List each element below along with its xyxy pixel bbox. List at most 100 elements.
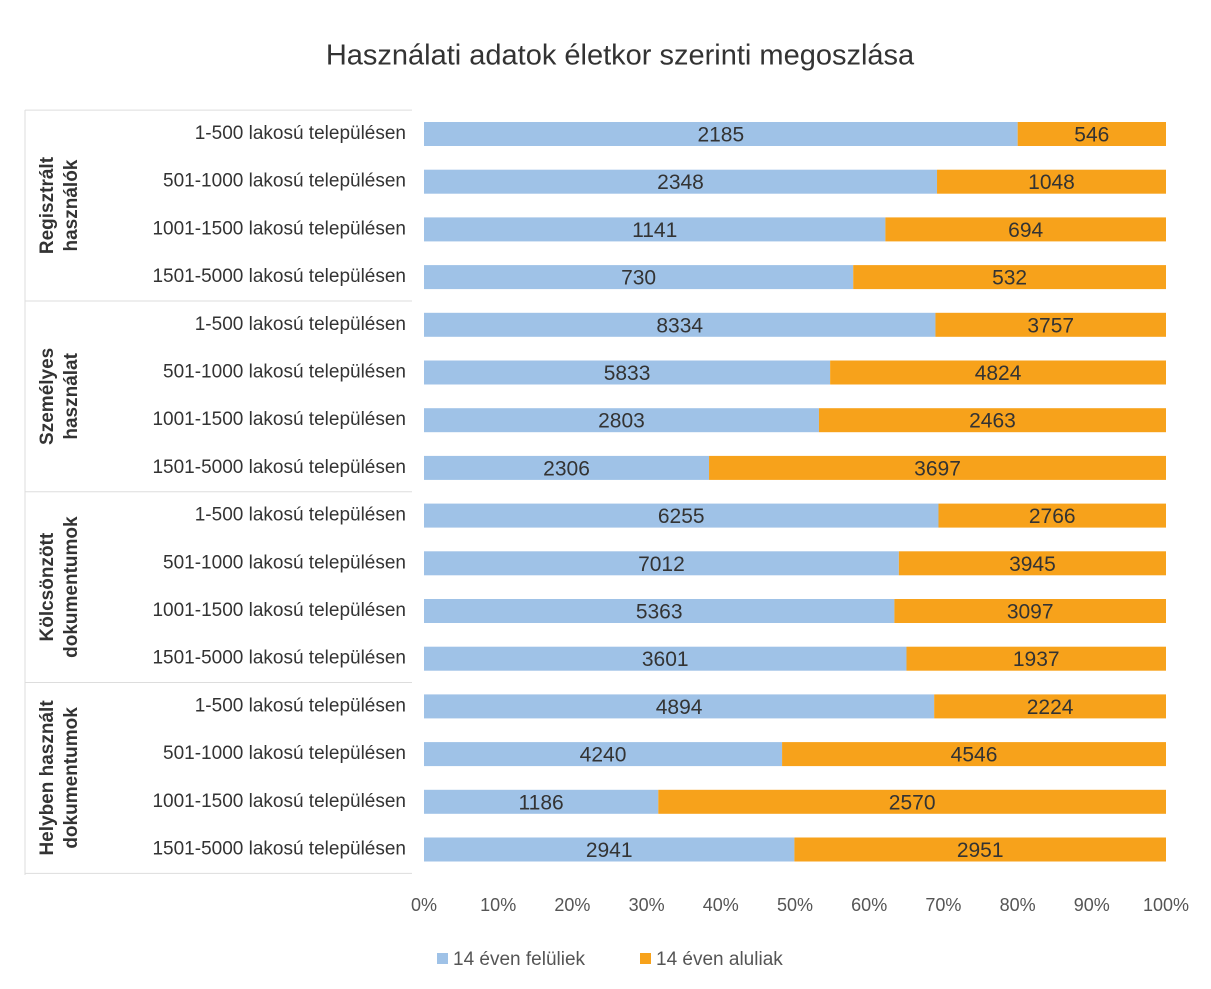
x-tick-label: 100%	[1143, 895, 1189, 915]
bar-segment	[424, 503, 939, 528]
data-label: 2941	[586, 839, 633, 862]
bar-segment	[938, 503, 1166, 528]
chart-title: Használati adatok életkor szerinti megos…	[326, 40, 915, 72]
bar-segment	[424, 455, 710, 480]
data-label: 4546	[951, 744, 998, 767]
data-label: 3601	[642, 648, 689, 671]
category-label: 1-500 lakosú településen	[195, 505, 406, 526]
group-label: Helyben használt	[37, 700, 58, 856]
bar-segment	[885, 217, 1166, 242]
category-label: 1001-1500 lakosú településen	[152, 409, 406, 430]
bar-segment	[424, 217, 886, 242]
x-tick-label: 80%	[1000, 895, 1036, 915]
data-label: 730	[621, 267, 656, 290]
category-label: 501-1000 lakosú településen	[163, 743, 406, 764]
bar-segment	[424, 646, 907, 671]
bar-segment	[424, 169, 938, 194]
group-label: használat	[61, 352, 82, 439]
group-label: Kölcsönzött	[37, 532, 58, 641]
bar-segment	[424, 122, 1018, 146]
legend-swatch	[437, 953, 448, 964]
bar-segment	[424, 360, 831, 385]
category-label: 1-500 lakosú településen	[195, 314, 406, 335]
data-label: 532	[992, 267, 1027, 290]
bar-segment	[424, 312, 936, 337]
data-label: 3697	[914, 457, 961, 480]
group-label: Regisztrált	[37, 156, 58, 254]
data-label: 3097	[1007, 601, 1054, 624]
bar-segment	[782, 742, 1166, 767]
legend-swatch	[640, 953, 651, 964]
data-label: 3757	[1027, 314, 1074, 337]
bar-segment	[424, 408, 819, 433]
category-label: 1001-1500 lakosú településen	[152, 600, 406, 621]
data-label: 1048	[1028, 171, 1075, 194]
category-label: 501-1000 lakosú településen	[163, 552, 406, 573]
category-label: 501-1000 lakosú településen	[163, 171, 406, 192]
bar-segment	[424, 551, 899, 576]
bar-segment	[1017, 122, 1166, 146]
data-label: 6255	[658, 505, 705, 528]
category-label: 1001-1500 lakosú településen	[152, 218, 406, 239]
category-label: 1501-5000 lakosú településen	[152, 648, 406, 669]
x-tick-label: 50%	[777, 895, 813, 915]
x-tick-label: 70%	[925, 895, 961, 915]
bar-segment	[894, 599, 1166, 623]
data-label: 5833	[604, 362, 651, 385]
data-label: 1937	[1013, 648, 1060, 671]
bar-segment	[424, 837, 795, 862]
data-label: 2224	[1027, 696, 1074, 719]
group-label: Személyes	[37, 348, 58, 445]
bar-segment	[794, 837, 1166, 862]
data-label: 2803	[598, 410, 645, 433]
bar-segment	[424, 694, 935, 719]
bar-segment	[898, 551, 1166, 576]
data-label: 2348	[657, 171, 704, 194]
data-label: 2766	[1029, 505, 1076, 528]
x-tick-label: 60%	[851, 895, 887, 915]
bar-segment	[934, 694, 1166, 719]
data-label: 2570	[889, 791, 936, 814]
data-label: 4824	[975, 362, 1022, 385]
data-label: 2306	[543, 457, 590, 480]
data-label: 1141	[632, 219, 677, 242]
data-label: 2463	[969, 410, 1016, 433]
data-label: 4240	[580, 744, 627, 767]
bar-segment	[937, 169, 1166, 194]
legend-label: 14 éven aluliak	[656, 949, 783, 970]
bar-segment	[424, 265, 854, 290]
x-tick-label: 10%	[480, 895, 516, 915]
data-label: 1186	[519, 791, 564, 814]
data-label: 7012	[638, 553, 685, 576]
data-label: 694	[1008, 219, 1043, 242]
bar-segment	[935, 312, 1166, 337]
data-label: 2951	[957, 839, 1004, 862]
category-label: 1501-5000 lakosú településen	[152, 266, 406, 287]
group-label: dokumentumok	[61, 707, 82, 849]
data-label: 4894	[656, 696, 703, 719]
category-label: 1-500 lakosú településen	[195, 123, 406, 144]
bar-segment	[830, 360, 1166, 385]
bar-segment	[658, 789, 1166, 814]
data-label: 8334	[656, 314, 703, 337]
bar-segment	[906, 646, 1166, 671]
x-tick-label: 20%	[554, 895, 590, 915]
bar-segment	[818, 408, 1166, 433]
group-label: dokumentumok	[61, 516, 82, 658]
category-label: 1501-5000 lakosú településen	[152, 457, 406, 478]
bar-segment	[424, 599, 895, 623]
x-tick-label: 90%	[1074, 895, 1110, 915]
data-label: 546	[1074, 124, 1109, 147]
bar-segment	[709, 455, 1166, 480]
legend-label: 14 éven felüliek	[453, 949, 586, 970]
x-tick-label: 40%	[703, 895, 739, 915]
category-label: 1501-5000 lakosú településen	[152, 839, 406, 860]
category-label: 1001-1500 lakosú településen	[152, 791, 406, 812]
data-label: 2185	[697, 124, 744, 147]
bar-segment	[424, 742, 783, 767]
group-label: használók	[61, 159, 82, 251]
data-label: 3945	[1009, 553, 1056, 576]
category-label: 501-1000 lakosú településen	[163, 362, 406, 383]
x-tick-label: 0%	[411, 895, 437, 915]
